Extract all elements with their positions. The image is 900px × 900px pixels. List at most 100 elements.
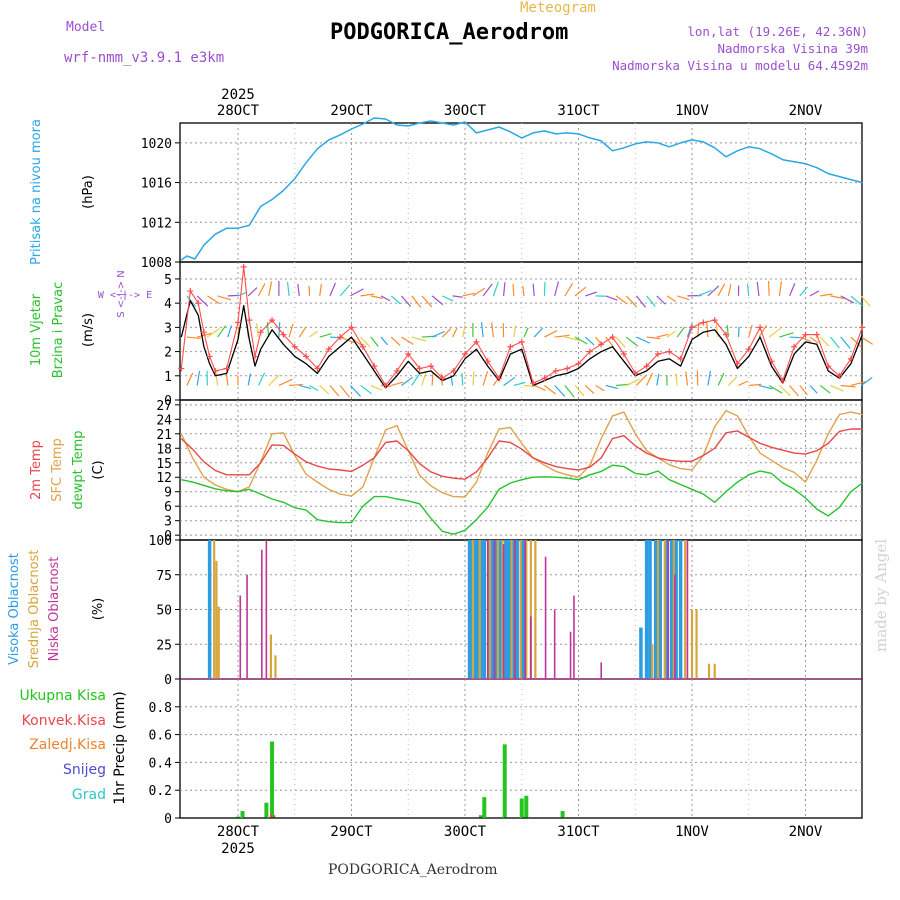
- wind-direction-arrow: [400, 295, 412, 307]
- precip-total-bar: [524, 795, 529, 818]
- wind-gust-marker: [530, 380, 537, 387]
- high-cloud-bar: [504, 540, 508, 679]
- wind-direction-arrow: [237, 291, 248, 297]
- y-tick-label: 27: [156, 399, 172, 414]
- wind-gust-marker: [303, 353, 310, 360]
- wind-gust-marker: [643, 363, 650, 370]
- wind-gust-marker: [654, 351, 661, 357]
- wind-direction-arrow: [522, 285, 525, 296]
- wind-direction-arrow: [217, 295, 232, 301]
- wind-direction-arrow: [554, 281, 560, 297]
- y-tick-label: 1: [164, 370, 172, 385]
- low-cloud-bar: [544, 556, 547, 679]
- wind-direction-arrow: [685, 371, 689, 386]
- high-cloud-bar: [669, 540, 674, 679]
- day-label-top: 30OCT: [444, 103, 487, 119]
- mid-cloud-bar: [217, 606, 220, 679]
- wind-gust-marker: [325, 346, 332, 353]
- panel-frame-5: [179, 678, 863, 819]
- wind-direction-arrow: [809, 290, 820, 297]
- panel-frame-2: [179, 261, 863, 401]
- wind-direction-arrow: [819, 336, 830, 347]
- wind-direction-arrow: [779, 332, 794, 338]
- y-tick-label: 1016: [141, 177, 172, 192]
- wind-direction-arrow: [431, 371, 434, 386]
- wind-direction-arrow: [462, 324, 466, 338]
- elevation-info: Nadmorska Visina 39m: [717, 41, 868, 56]
- mid-cloud-bar: [269, 634, 273, 679]
- wind-direction-arrow: [472, 371, 475, 386]
- day-label-top: 1NOV: [675, 103, 709, 119]
- wind-direction-arrow: [380, 295, 391, 302]
- wind-direction-arrow: [492, 281, 499, 297]
- wind-direction-arrow: [319, 385, 330, 395]
- wind-direction-arrow: [778, 281, 782, 296]
- wind-direction-arrow: [390, 336, 401, 346]
- wind-gust-marker: [666, 348, 673, 355]
- wind-direction-arrow: [319, 333, 332, 338]
- wind-direction-arrow: [615, 336, 626, 348]
- precip-convective-bar: [273, 815, 276, 818]
- wind-direction-arrow: [758, 324, 768, 338]
- mid-cloud-bar: [690, 609, 694, 679]
- wind-direction-arrow: [207, 295, 221, 305]
- sfc-temp-line: [180, 409, 863, 498]
- mid-cloud-bar: [213, 540, 216, 679]
- wind-direction-arrow: [441, 328, 452, 338]
- wind-gust-marker: [405, 351, 412, 357]
- mid-cloud-bar: [707, 663, 711, 679]
- low-cloud-bar: [239, 595, 242, 679]
- wind-gust-marker: [677, 355, 684, 362]
- wind-direction-arrow: [697, 289, 712, 297]
- wind-direction-arrow: [491, 322, 494, 338]
- wind-direction-arrow: [186, 295, 197, 307]
- wind-direction-arrow: [247, 287, 258, 297]
- wind-direction-arrow: [715, 323, 719, 338]
- wind-gust-marker: [859, 324, 866, 331]
- low-cloud-bar: [600, 662, 602, 679]
- wind-direction-arrow: [768, 384, 783, 394]
- wind-gust-marker: [836, 372, 843, 379]
- wind-direction-arrow: [830, 336, 840, 349]
- wind-gust-marker: [734, 360, 741, 367]
- wind-direction-arrow: [707, 370, 712, 386]
- wind-gust-marker: [507, 343, 514, 350]
- wind-gust-marker: [484, 358, 491, 365]
- wind-gust-marker: [246, 317, 253, 324]
- high-cloud-bar: [665, 540, 669, 679]
- wind-direction-arrow: [502, 282, 506, 296]
- wind-direction-arrow: [431, 295, 444, 306]
- wind-gust-marker: [178, 365, 185, 372]
- wind-direction-arrow: [799, 286, 809, 297]
- wind-gust-marker: [187, 288, 194, 295]
- wind-gust-marker: [382, 382, 389, 389]
- wind-direction-arrow: [360, 293, 375, 297]
- day-label-bottom: 30OCT: [444, 824, 487, 840]
- wind-direction-arrow: [543, 281, 546, 296]
- wind-direction-arrow: [532, 283, 535, 296]
- wind-gust-marker: [847, 355, 854, 362]
- wind-direction-arrow: [339, 336, 355, 344]
- wind-direction-arrow: [380, 336, 388, 346]
- wind-direction-arrow: [512, 283, 515, 296]
- precip-convective-bar: [269, 813, 272, 818]
- day-label-bottom: 31OCT: [557, 824, 600, 840]
- wind-gust-marker: [700, 319, 707, 326]
- mid-cloud-bar: [534, 540, 537, 679]
- cloud-unit: (%): [91, 598, 106, 621]
- wind-direction-arrow: [574, 336, 588, 345]
- precip-legend-item: Grad: [72, 787, 106, 803]
- year-label-bottom: 2025: [221, 841, 255, 857]
- low-cloud-bar: [265, 540, 268, 679]
- panel-frame-3: [179, 399, 863, 541]
- wind-direction-arrow: [411, 336, 427, 342]
- precip-axis-title: 1hr Precip (mm): [112, 691, 128, 804]
- wind-gust-marker: [473, 338, 480, 345]
- y-tick-label: 5: [164, 273, 172, 288]
- y-tick-label: 0: [164, 394, 172, 409]
- wind-direction-arrow: [666, 330, 676, 338]
- wind-direction-arrow: [360, 384, 373, 395]
- wind-direction-arrow: [513, 381, 526, 387]
- y-tick-label: 6: [164, 500, 172, 515]
- wind-direction-arrow: [677, 295, 690, 301]
